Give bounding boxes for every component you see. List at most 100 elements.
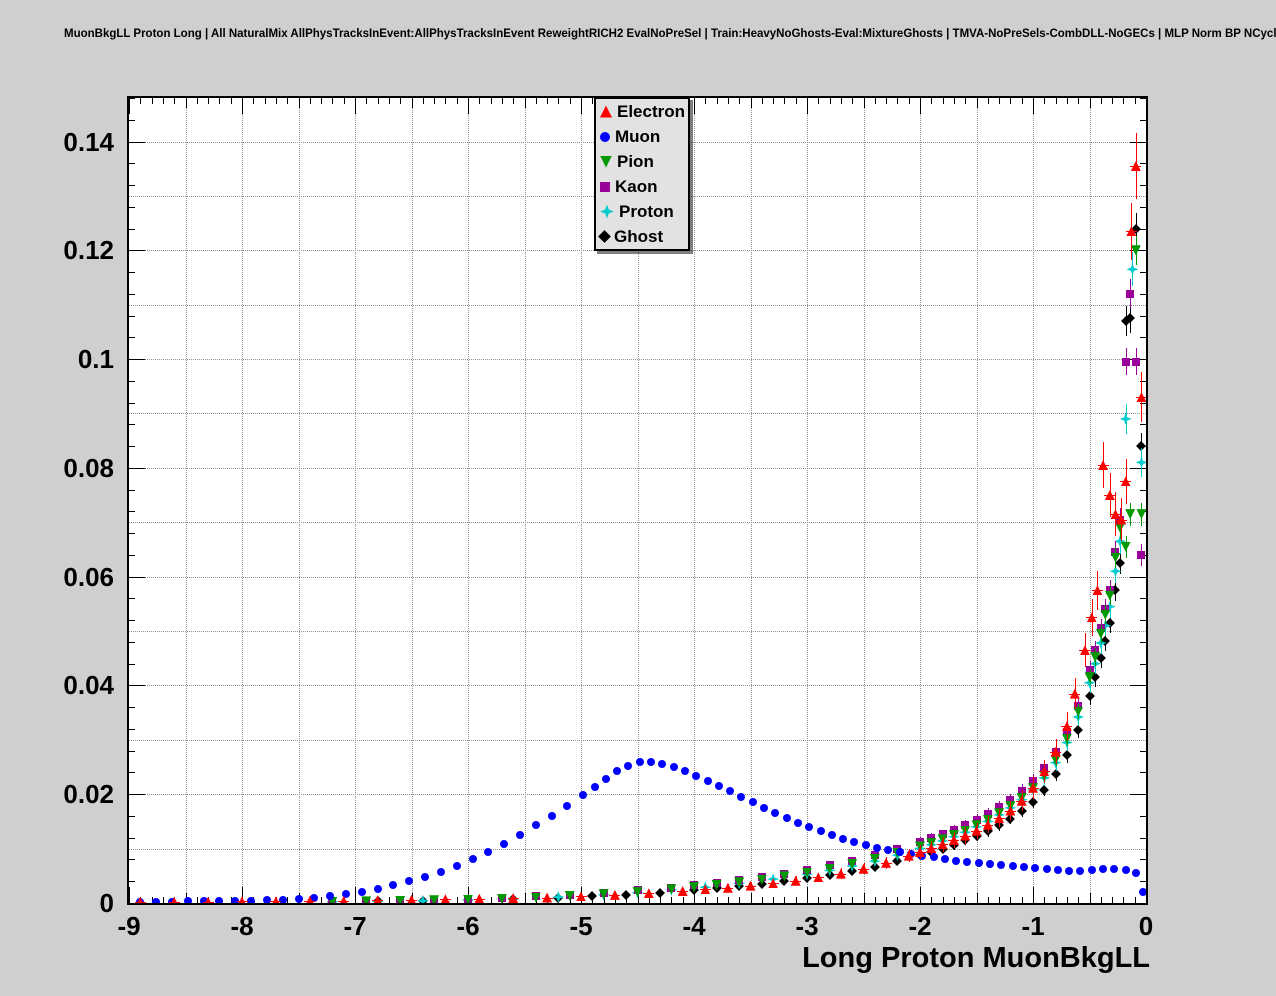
axis-tick-x xyxy=(773,897,775,903)
axis-tick-x xyxy=(874,897,876,903)
axis-tick-y xyxy=(1140,98,1146,99)
axis-tick-y xyxy=(129,119,135,121)
grid-line-vertical xyxy=(750,98,752,903)
x-tick-label: -7 xyxy=(343,911,367,941)
electron-marker xyxy=(1016,795,1027,806)
axis-tick-y xyxy=(129,663,135,665)
y-tick-label: 0.14 xyxy=(63,126,114,157)
muon-marker xyxy=(341,890,350,899)
grid-line-vertical xyxy=(524,98,526,903)
axis-tick-y xyxy=(129,163,135,165)
axis-tick-x xyxy=(321,897,323,903)
pion-marker xyxy=(1136,509,1146,520)
axis-tick-x xyxy=(976,98,978,108)
muon-marker xyxy=(703,776,712,785)
proton-marker xyxy=(552,891,565,903)
axis-tick-y xyxy=(129,511,135,513)
axis-tick-y xyxy=(129,402,135,404)
axis-tick-y xyxy=(1140,881,1146,883)
axis-tick-x xyxy=(129,887,130,903)
axis-tick-x xyxy=(1021,98,1023,104)
axis-tick-y xyxy=(129,750,135,752)
electron-marker xyxy=(1069,688,1080,699)
axis-tick-x xyxy=(716,98,718,104)
electron-marker xyxy=(700,884,711,895)
axis-tick-x xyxy=(874,98,876,104)
legend-row-kaon: Kaon xyxy=(596,174,688,199)
grid-line-horizontal xyxy=(129,794,1146,796)
axis-tick-y xyxy=(1140,489,1146,491)
y-tick-label: 0.02 xyxy=(63,779,114,810)
axis-tick-y xyxy=(1140,772,1146,774)
axis-tick-x xyxy=(999,98,1001,104)
axis-tick-x xyxy=(287,98,289,104)
electron-marker xyxy=(1028,782,1038,793)
muon-marker xyxy=(310,893,319,902)
axis-tick-x xyxy=(196,98,198,104)
muon-marker xyxy=(262,896,271,903)
axis-tick-x xyxy=(1112,897,1114,903)
axis-tick-y xyxy=(1130,794,1146,796)
axis-tick-x xyxy=(569,98,571,104)
legend-row-electron: Electron xyxy=(596,99,688,124)
axis-tick-y xyxy=(129,446,135,448)
muon-marker xyxy=(861,840,870,849)
legend-row-muon: Muon xyxy=(596,124,688,149)
muon-marker xyxy=(389,881,398,890)
axis-tick-y xyxy=(129,424,135,426)
muon-marker xyxy=(647,757,656,766)
electron-marker xyxy=(1104,490,1115,501)
muon-marker xyxy=(816,827,825,836)
axis-tick-y xyxy=(129,272,135,274)
electron-marker xyxy=(768,878,779,889)
axis-tick-x xyxy=(321,98,323,104)
electron-marker xyxy=(835,868,846,879)
axis-tick-y xyxy=(129,598,135,600)
axis-tick-x xyxy=(287,897,289,903)
grid-line-horizontal xyxy=(129,359,1146,361)
axis-tick-x xyxy=(1044,897,1046,903)
electron-marker xyxy=(722,882,733,893)
axis-tick-y xyxy=(129,685,145,687)
axis-tick-x xyxy=(716,897,718,903)
pion-marker xyxy=(598,889,609,900)
axis-tick-x xyxy=(581,98,582,114)
axis-tick-x xyxy=(1010,98,1012,104)
electron-marker xyxy=(304,895,315,903)
muon-marker xyxy=(199,897,208,903)
axis-tick-x xyxy=(920,887,921,903)
axis-tick-y xyxy=(1140,663,1146,665)
muon-marker xyxy=(531,821,540,830)
axis-tick-y xyxy=(1130,467,1146,469)
axis-tick-y xyxy=(1140,163,1146,165)
axis-tick-x xyxy=(535,98,537,104)
axis-tick-y xyxy=(129,185,135,187)
pion-marker xyxy=(564,890,575,901)
grid-line-horizontal xyxy=(129,631,1146,633)
axis-tick-x xyxy=(953,897,955,903)
axis-tick-x xyxy=(840,897,842,903)
pion-marker xyxy=(395,895,406,903)
electron-marker xyxy=(1086,612,1097,623)
pion-marker xyxy=(632,887,643,898)
muon-marker xyxy=(468,855,477,864)
electron-marker xyxy=(1120,476,1131,487)
axis-tick-x xyxy=(773,98,775,104)
axis-tick-x xyxy=(965,98,967,104)
grid-line-vertical xyxy=(920,98,921,903)
axis-tick-x xyxy=(422,98,424,104)
muon-marker xyxy=(873,843,882,852)
axis-tick-x xyxy=(1123,897,1125,903)
grid-line-vertical xyxy=(468,98,469,903)
muon-marker xyxy=(895,847,904,856)
grid-line-vertical xyxy=(1033,98,1034,903)
pion-marker xyxy=(666,884,677,895)
axis-tick-y xyxy=(1140,272,1146,274)
axis-tick-x xyxy=(626,897,628,903)
axis-tick-y xyxy=(1140,185,1146,187)
axis-tick-x xyxy=(1055,897,1057,903)
pion-marker xyxy=(429,895,440,903)
muon-marker xyxy=(1053,866,1062,875)
pion-marker xyxy=(496,893,507,903)
pion-marker xyxy=(1095,628,1106,639)
